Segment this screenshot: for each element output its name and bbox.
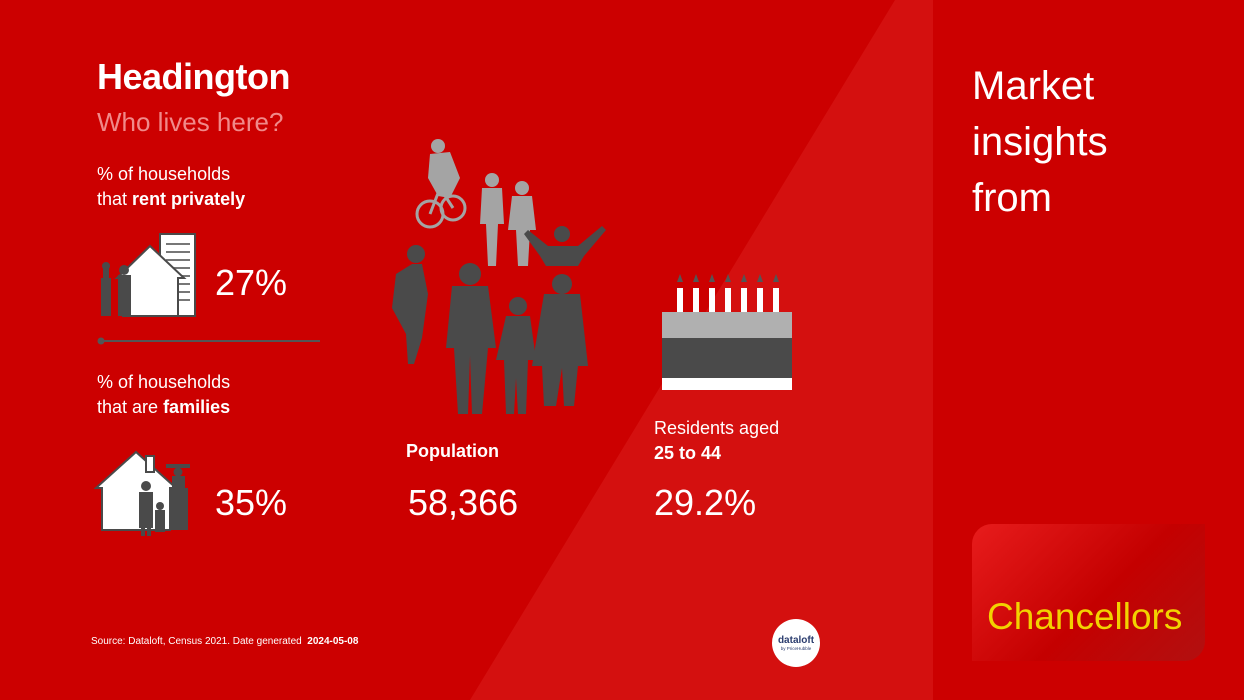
brand-name: Chancellors [987,596,1183,637]
families-label: % of households that are families [97,372,231,417]
rent-label: % of households that rent privately [97,164,246,209]
population-label: Population [406,441,499,461]
house-rent-icon [101,233,196,317]
residents-value: 29.2% [654,482,757,523]
population-value: 58,366 [408,482,519,523]
people-silhouettes-icon [392,139,606,414]
rent-value: 27% [215,262,288,303]
dataloft-logo: dataloft by PriceHubble [772,619,820,667]
market-insights-tagline: Market insights from [972,64,1108,220]
divider [97,337,320,345]
residents-label: Residents aged 25 to 44 [654,418,780,463]
chancellors-logo: Chancellors [972,524,1205,661]
page-subtitle: Who lives here? [97,107,284,137]
house-family-icon [94,450,190,536]
page-title: Headington [97,56,290,97]
birthday-cake-icon [662,274,792,390]
families-value: 35% [215,482,288,523]
source-note: Source: Dataloft, Census 2021. Date gene… [91,636,359,647]
